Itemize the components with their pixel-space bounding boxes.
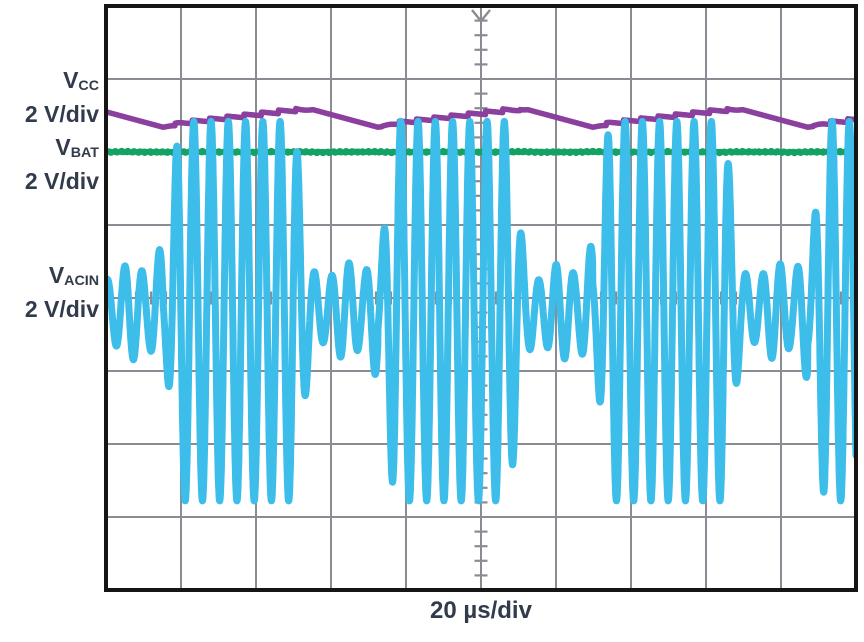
trigger-marker-icon: [471, 9, 491, 23]
plot-border: [104, 4, 858, 592]
vcc-subscript: CC: [78, 77, 99, 94]
vacin-symbol: V: [48, 262, 65, 288]
vacin-subscript: ACIN: [64, 272, 99, 289]
vbat-symbol: V: [55, 134, 71, 160]
vacin-trace: [106, 117, 856, 505]
vcc-channel-label: VCC 2 V/div: [0, 66, 99, 128]
vacin-channel-label: VACIN 2 V/div: [0, 261, 99, 323]
vbat-subscript: BAT: [70, 144, 99, 161]
vbat-name: VBAT: [0, 133, 99, 167]
vcc-name: VCC: [0, 66, 99, 100]
time-scale-label: 20 µs/div: [430, 597, 532, 624]
waveforms: [106, 105, 856, 505]
vbat-scale: 2 V/div: [24, 167, 99, 194]
vcc-scale: 2 V/div: [24, 100, 99, 127]
vacin-name: VACIN: [0, 261, 99, 295]
vcc-symbol: V: [63, 67, 79, 93]
vbat-channel-label: VBAT 2 V/div: [0, 133, 99, 195]
vbat-trace: [106, 147, 856, 157]
vacin-scale: 2 V/div: [24, 295, 99, 322]
vcc-trace: [106, 105, 856, 130]
